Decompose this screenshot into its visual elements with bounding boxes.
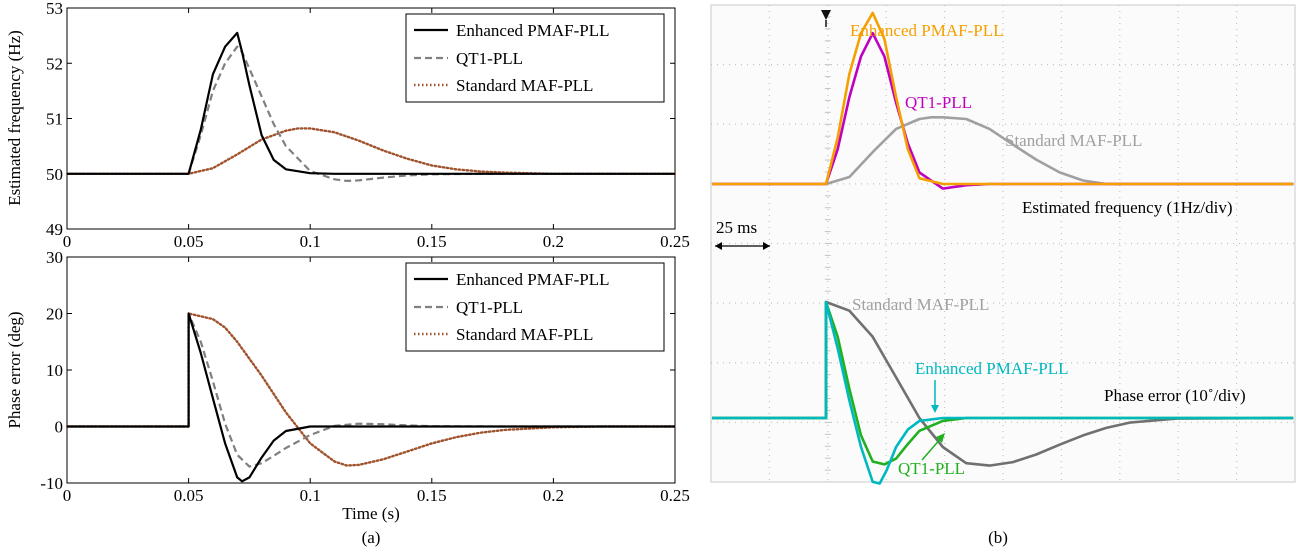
phase-plot-xtick-label: 0.15 xyxy=(417,486,447,505)
freq-plot-xtick-label: 0.2 xyxy=(543,232,564,251)
freq-plot-xtick-label: 0 xyxy=(63,232,72,251)
freq-plot-xtick-label: 0.05 xyxy=(174,232,204,251)
freq-label-qt1: QT1-PLL xyxy=(905,93,972,112)
scope-screen xyxy=(710,4,1296,483)
freq-plot-ytick-label: 49 xyxy=(46,220,63,239)
panel-a-top-legend: Enhanced PMAF-PLL QT1-PLL Standard MAF-P… xyxy=(405,13,665,103)
freq-plot-series-enhanced-pmaf-pll xyxy=(67,31,675,175)
legend-box xyxy=(405,13,665,103)
phase-plot-ytick-label: 10 xyxy=(46,361,63,380)
legend-label-qt1: QT1-PLL xyxy=(456,298,523,317)
legend-label-qt1: QT1-PLL xyxy=(456,49,523,68)
panel-b-caption: (b) xyxy=(988,528,1008,547)
freq-trace-label: Estimated frequency (1Hz/div) xyxy=(1022,198,1233,217)
time-scale-label: 25 ms xyxy=(716,218,757,237)
freq-plot-ytick-label: 53 xyxy=(46,0,63,18)
phase-plot-series-qt1-pll xyxy=(67,312,675,468)
phase-plot-series-standard-maf-pll xyxy=(65,312,677,467)
arrow-down-icon xyxy=(931,405,939,413)
freq-plot-ytick-label: 51 xyxy=(46,110,63,129)
freq-plot-ytick-label: 52 xyxy=(46,54,63,73)
arrow-up-right-icon xyxy=(936,433,945,443)
freq-plot-series-standard-maf-pll xyxy=(65,127,677,176)
legend-label-enhanced: Enhanced PMAF-PLL xyxy=(456,21,609,40)
phase-label-standard: Standard MAF-PLL xyxy=(852,295,989,314)
panel-a-bottom-xlabel: Time (s) xyxy=(342,504,399,523)
scope-freq-trace-standard xyxy=(712,116,1294,186)
phase-label-enhanced: Enhanced PMAF-PLL xyxy=(915,359,1068,378)
panel-b-scope: 25 ms Enhanced PMAF-PLL QT1-PLL Standard… xyxy=(710,4,1296,485)
legend-label-enhanced: Enhanced PMAF-PLL xyxy=(456,270,609,289)
scope-traces xyxy=(712,11,1294,485)
freq-plot-series-qt1-pll xyxy=(67,45,675,182)
phase-plot-ytick-label: -10 xyxy=(40,474,63,493)
phase-qt1-pointer xyxy=(921,436,943,461)
freq-label-standard: Standard MAF-PLL xyxy=(1005,131,1142,150)
panel-a-top-ylabel: Estimated frequency (Hz) xyxy=(5,30,24,206)
scope-phase-trace-standard xyxy=(712,300,1294,467)
panel-a-caption: (a) xyxy=(362,528,381,547)
legend-box xyxy=(405,262,665,352)
phase-plot-xtick-label: 0.05 xyxy=(174,486,204,505)
trigger-marker-icon xyxy=(821,10,831,20)
freq-label-enhanced: Enhanced PMAF-PLL xyxy=(850,21,1003,40)
panel-a-bottom-series xyxy=(65,312,677,483)
phase-plot-xtick-label: 0.25 xyxy=(660,486,690,505)
panel-a-bottom-legend: Enhanced PMAF-PLL QT1-PLL Standard MAF-P… xyxy=(405,262,665,352)
arrow-left-icon xyxy=(715,242,722,250)
scope-freq-trace-enhanced xyxy=(712,11,1294,186)
phase-plot-xtick-label: 0.1 xyxy=(300,486,321,505)
freq-plot-xtick-label: 0.1 xyxy=(300,232,321,251)
arrow-right-icon xyxy=(763,242,770,250)
freq-plot-ytick-label: 50 xyxy=(46,165,63,184)
scope-phase-trace-enhanced xyxy=(712,300,1294,485)
phase-plot-series-enhanced-pmaf-pll xyxy=(67,312,675,483)
panel-a-top: 0 0.05 0.1 0.15 0.2 0.25 49 50 51 52 53 Estimated … xyxy=(5,0,690,251)
legend-label-standard: Standard MAF-PLL xyxy=(456,76,593,95)
phase-plot-ytick-label: 20 xyxy=(46,305,63,324)
legend-label-standard: Standard MAF-PLL xyxy=(456,325,593,344)
scope-freq-trace-qt1 xyxy=(712,31,1294,190)
time-scale-indicator: 25 ms xyxy=(715,218,770,250)
freq-plot-xtick-label: 0.25 xyxy=(660,232,690,251)
phase-plot-xtick-label: 0 xyxy=(63,486,72,505)
panel-a-top-series xyxy=(65,31,677,182)
freq-plot-xtick-label: 0.15 xyxy=(417,232,447,251)
phase-plot-xtick-label: 0.2 xyxy=(543,486,564,505)
phase-plot-ytick-label: 0 xyxy=(55,418,64,437)
panel-a-top-axes: 0 0.05 0.1 0.15 0.2 0.25 49 50 51 52 53 xyxy=(46,0,690,251)
phase-trace-label: Phase error (10˚/div) xyxy=(1104,386,1246,405)
phase-plot-ytick-label: 30 xyxy=(46,248,63,267)
panel-a-bottom-ylabel: Phase error (deg) xyxy=(5,311,24,428)
phase-label-qt1: QT1-PLL xyxy=(898,459,965,478)
